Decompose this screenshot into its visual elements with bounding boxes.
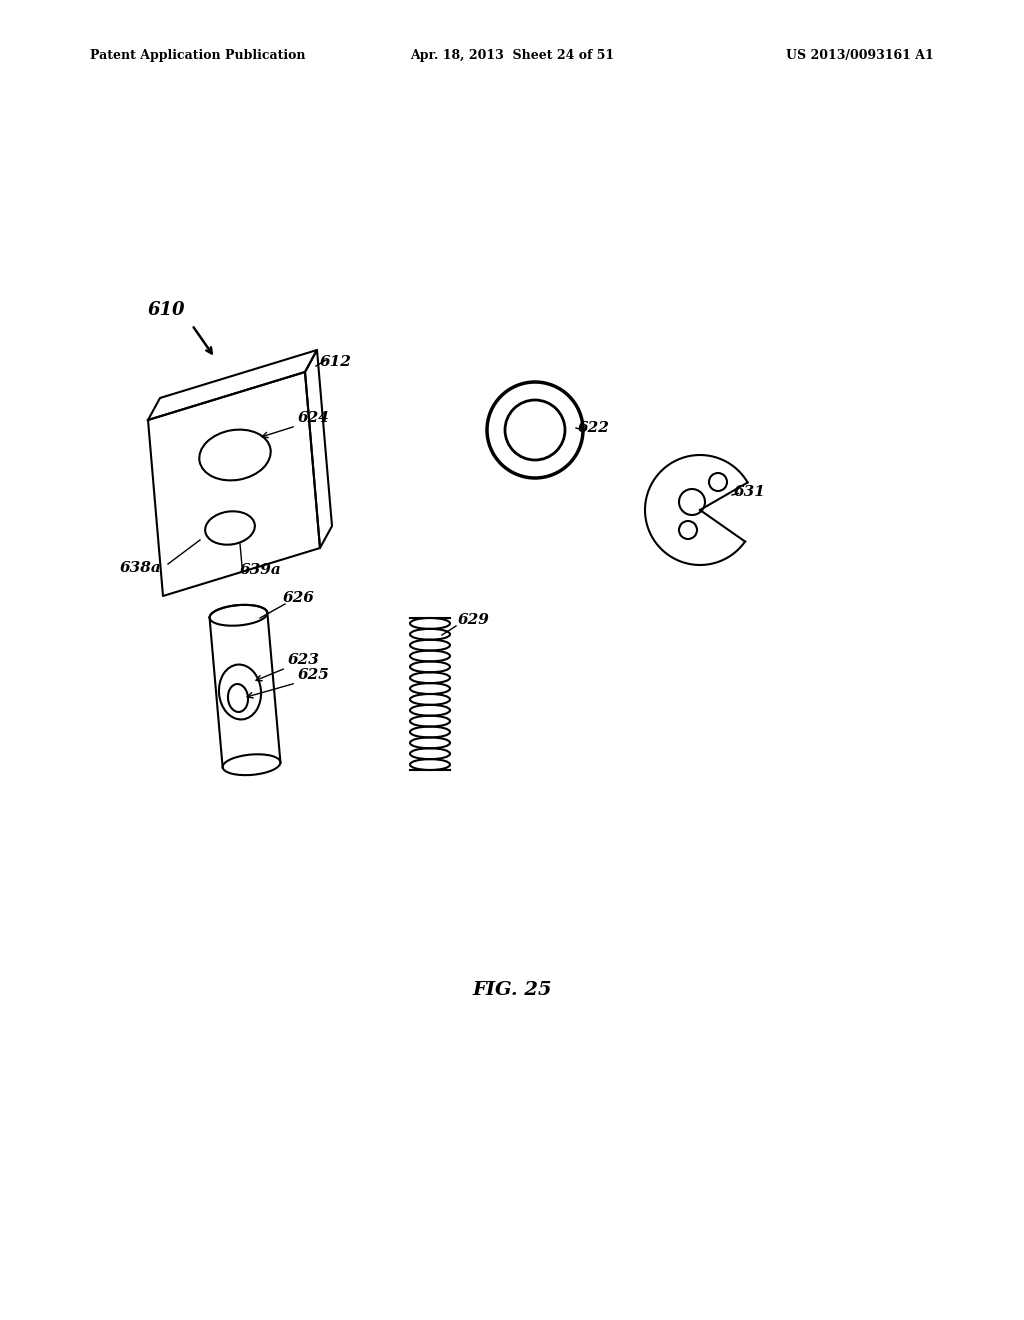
- Text: 612: 612: [319, 355, 352, 370]
- Text: 624: 624: [298, 411, 330, 425]
- Text: 629: 629: [458, 612, 489, 627]
- Text: 622: 622: [578, 421, 610, 436]
- Text: FIG. 25: FIG. 25: [472, 981, 552, 999]
- Text: Apr. 18, 2013  Sheet 24 of 51: Apr. 18, 2013 Sheet 24 of 51: [410, 49, 614, 62]
- Text: US 2013/0093161 A1: US 2013/0093161 A1: [786, 49, 934, 62]
- Text: 625: 625: [298, 668, 330, 682]
- Text: 639a: 639a: [240, 564, 282, 577]
- Text: 610: 610: [148, 301, 185, 319]
- Text: 626: 626: [283, 591, 314, 605]
- Text: 623: 623: [288, 653, 319, 667]
- Text: 638a: 638a: [120, 561, 162, 576]
- Text: 631: 631: [734, 484, 766, 499]
- Text: Patent Application Publication: Patent Application Publication: [90, 49, 305, 62]
